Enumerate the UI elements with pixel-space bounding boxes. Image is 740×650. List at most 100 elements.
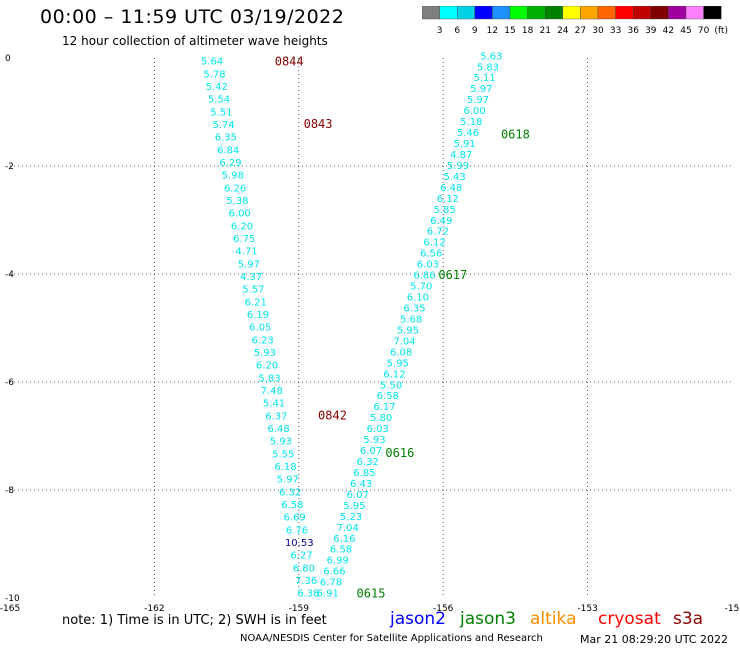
- swh-value-cryosat: 6.05: [249, 323, 271, 334]
- scale-label-0: 3: [437, 26, 443, 36]
- swh-value-jason3: 5.99: [447, 161, 469, 172]
- swh-value-jason3: 5.68: [400, 314, 422, 325]
- y-tick-label: -2: [5, 162, 14, 172]
- swh-value-cryosat: 6.32: [279, 487, 301, 498]
- swh-value-jason3: 5.11: [474, 73, 496, 84]
- swh-value-jason3: 6.43: [350, 479, 372, 490]
- swh-value-jason3: 6.07: [347, 490, 369, 501]
- swh-value-cryosat: 6.69: [284, 513, 306, 524]
- generation-timestamp: Mar 21 08:29:20 UTC 2022: [580, 633, 728, 646]
- swh-value-cryosat: 6.80: [293, 563, 315, 574]
- legend-s3a: s3a: [673, 609, 704, 629]
- swh-value-jason3: 5.80: [370, 413, 392, 424]
- swh-value-cryosat: 6.27: [290, 551, 312, 562]
- swh-value-jason3: 6.58: [330, 545, 352, 556]
- swh-value-jason3: 5.83: [477, 62, 499, 73]
- swh-value-cryosat: 6.58: [281, 500, 303, 511]
- swh-value-cryosat: 6.38: [297, 589, 319, 600]
- scale-swatch-16: [703, 6, 722, 20]
- swh-value-cryosat: 5.98: [222, 171, 244, 182]
- scale-label-6: 21: [539, 26, 550, 36]
- swh-value-jason3: 5.18: [460, 117, 482, 128]
- swh-value-jason3: 5.95: [397, 325, 419, 336]
- swh-value-jason3: 6.03: [367, 424, 389, 435]
- swh-value-jason3: 5.46: [457, 128, 479, 139]
- legend-jason3: jason3: [460, 609, 516, 629]
- swh-value-jason3: 6.17: [373, 402, 395, 413]
- footnote: note: 1) Time is in UTC; 2) SWH is in fe…: [62, 613, 327, 628]
- time-label-jason3: 0617: [438, 268, 467, 282]
- swh-value-jason3: 6.99: [327, 556, 349, 567]
- swh-value-cryosat: 5.55: [272, 449, 294, 460]
- scale-label-11: 36: [627, 26, 639, 36]
- swh-value-jason3: 5.50: [380, 380, 402, 391]
- swh-value-jason3: 6.78: [320, 578, 342, 589]
- swh-value-cryosat: 5.74: [212, 120, 234, 131]
- wave-height-color-scale: 3 6 9 12 15 18 21 24 27 30 33 36 39 42 45 70 (ft): [422, 6, 728, 36]
- swh-value-cryosat: 6.84: [217, 145, 239, 156]
- scale-label-1: 6: [454, 26, 460, 36]
- time-label-jason3: 0615: [357, 587, 386, 601]
- swh-value-cryosat: 4.37: [240, 272, 262, 283]
- swh-value-cryosat: 5.42: [206, 82, 228, 93]
- swh-value-cryosat: 6.18: [274, 462, 296, 473]
- swh-value-jason3: 6.91: [317, 589, 339, 600]
- swh-value-jason3: 6.72: [427, 227, 449, 238]
- swh-value-jason3: 4.87: [450, 150, 472, 161]
- swh-value-cryosat: 5.64: [201, 57, 223, 68]
- x-tick-label: -156: [433, 604, 454, 614]
- swh-value-cryosat: 5.78: [203, 69, 225, 80]
- legend-jason2: jason2: [390, 609, 446, 629]
- credit-line: NOAA/NESDIS Center for Satellite Applica…: [240, 633, 543, 644]
- swh-value-jason3: 6.03: [417, 260, 439, 271]
- swh-value-jason3: 6.16: [333, 534, 355, 545]
- swh-value-cryosat: 5.54: [208, 95, 230, 106]
- scale-label-12: 39: [645, 26, 657, 36]
- scale-label-8: 27: [575, 26, 586, 36]
- y-tick-label: -8: [5, 486, 14, 496]
- swh-value-cryosat: 5.93: [254, 348, 276, 359]
- x-tick-label: -159: [289, 604, 310, 614]
- swh-value-cryosat: 6.21: [245, 297, 267, 308]
- time-label-cryosat: 0844: [275, 55, 304, 69]
- x-tick-label: -165: [0, 604, 20, 614]
- swh-value-jason3: 6.35: [403, 304, 425, 315]
- swh-value-cryosat: 5.83: [258, 373, 280, 384]
- scale-label-7: 24: [557, 26, 569, 36]
- swh-value-cryosat: 7.48: [261, 386, 283, 397]
- swh-value-cryosat: 10.53: [285, 538, 314, 549]
- scale-label-2: 9: [472, 26, 478, 36]
- map-subtitle: 12 hour collection of altimeter wave hei…: [62, 34, 328, 48]
- swh-value-cryosat: 5.41: [263, 399, 285, 410]
- swh-value-jason3: 6.32: [357, 457, 379, 468]
- swh-value-jason3: 6.48: [440, 183, 462, 194]
- swh-value-jason3: 6.66: [323, 567, 345, 578]
- swh-value-jason3: 5.43: [443, 172, 465, 183]
- swh-value-cryosat: 6.19: [247, 310, 269, 321]
- scale-label-9: 30: [592, 26, 604, 36]
- swh-value-cryosat: 6.37: [265, 411, 287, 422]
- swh-value-jason3: 6.49: [430, 216, 452, 227]
- time-label-jason3: 0618: [501, 128, 530, 142]
- y-tick-label: 0: [5, 54, 11, 64]
- swh-value-jason3: 7.04: [337, 523, 359, 534]
- swh-value-cryosat: 6.20: [256, 361, 278, 372]
- swh-value-cryosat: 7.36: [295, 576, 317, 587]
- swh-value-jason3: 6.10: [407, 293, 429, 304]
- scale-label-10: 33: [610, 26, 621, 36]
- legend-altika: altika: [530, 609, 577, 629]
- swh-value-cryosat: 5.51: [210, 107, 232, 118]
- swh-value-jason3: 5.23: [340, 512, 362, 523]
- swh-value-cryosat: 6.35: [215, 133, 237, 144]
- swh-value-jason3: 5.95: [343, 501, 365, 512]
- scale-label-3: 12: [487, 26, 498, 36]
- scale-label-13: 42: [663, 26, 674, 36]
- scale-label-5: 18: [522, 26, 534, 36]
- y-tick-label: -10: [5, 594, 20, 604]
- swh-value-jason3: 6.58: [377, 391, 399, 402]
- y-tick-label: -6: [5, 378, 14, 388]
- swh-value-jason3: 5.91: [453, 139, 475, 150]
- swh-value-jason3: 6.08: [390, 347, 412, 358]
- x-tick-label: -162: [144, 604, 164, 614]
